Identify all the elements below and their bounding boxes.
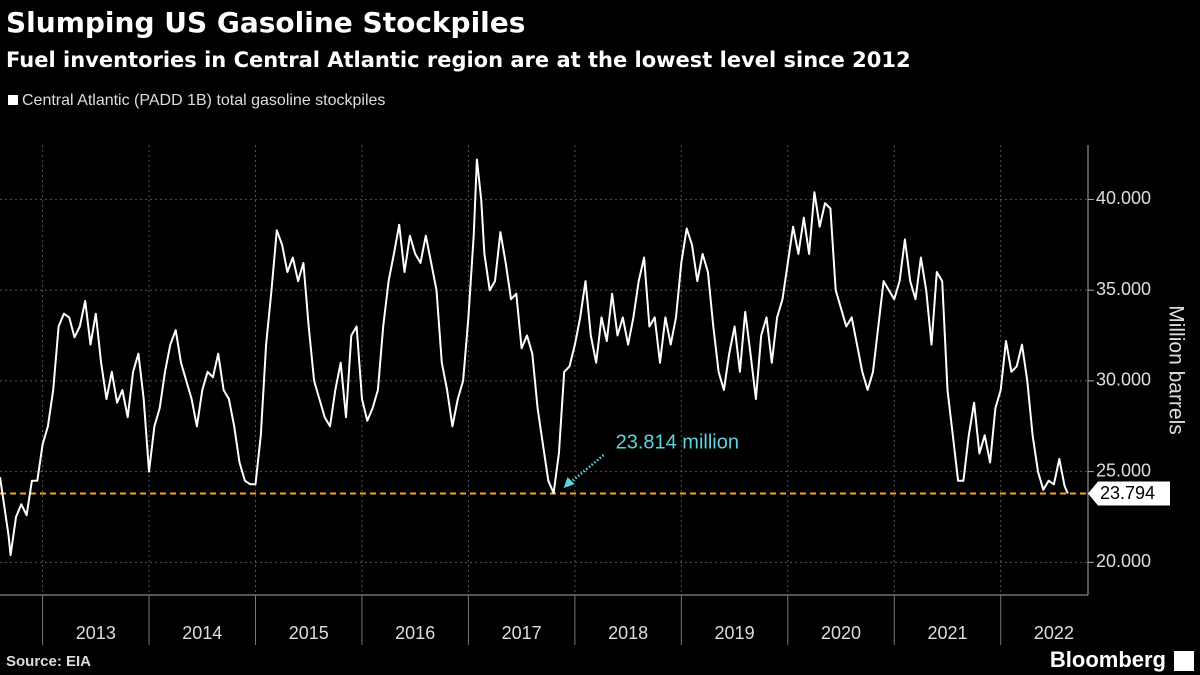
x-tick-label: 2018	[608, 623, 648, 643]
x-tick-label: 2022	[1034, 623, 1074, 643]
chart-subtitle: Fuel inventories in Central Atlantic reg…	[6, 48, 911, 72]
last-value-label: 23.794	[1100, 483, 1155, 503]
y-tick-label: 25.000	[1096, 460, 1151, 480]
x-tick-label: 2015	[289, 623, 329, 643]
y-axis-label: Million barrels	[1164, 305, 1187, 435]
x-tick-label: 2016	[395, 623, 435, 643]
legend-label: Central Atlantic (PADD 1B) total gasolin…	[22, 92, 385, 109]
y-tick-label: 35.000	[1096, 279, 1151, 299]
last-value-box	[1088, 481, 1170, 506]
annotation-arrowhead	[563, 477, 575, 489]
annotation-label: 23.814 million	[616, 431, 739, 453]
y-tick-label: 20.000	[1096, 551, 1151, 571]
x-tick-label: 2021	[927, 623, 967, 643]
x-tick-label: 2013	[76, 623, 116, 643]
x-tick-label: 2014	[182, 623, 222, 643]
legend-swatch	[8, 95, 18, 105]
x-tick-label: 2019	[715, 623, 755, 643]
chart-title: Slumping US Gasoline Stockpiles	[6, 6, 525, 39]
source: Source: EIA	[6, 653, 91, 670]
x-tick-label: 2017	[502, 623, 542, 643]
series-line	[0, 158, 1069, 557]
y-tick-label: 40.000	[1096, 188, 1151, 208]
x-tick-label: 2020	[821, 623, 861, 643]
brand: Bloomberg	[1050, 647, 1166, 672]
brand-logo	[1174, 651, 1194, 671]
annotation-arrow	[568, 454, 605, 485]
y-tick-label: 30.000	[1096, 370, 1151, 390]
